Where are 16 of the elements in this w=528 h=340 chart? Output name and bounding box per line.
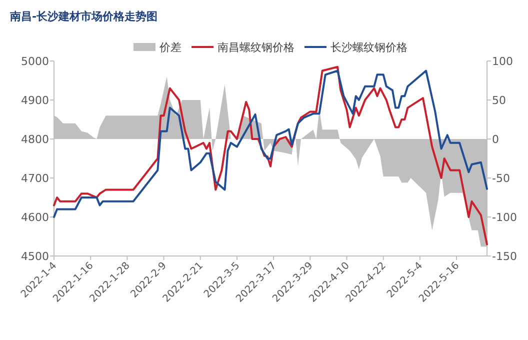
y2-tick-label: -100 bbox=[492, 211, 517, 224]
legend-label: 价差 bbox=[158, 41, 182, 54]
y-tick-label: 4700 bbox=[21, 172, 49, 185]
y-tick-label: 4600 bbox=[21, 211, 49, 224]
legend-label: 长沙螺纹钢价格 bbox=[330, 41, 408, 54]
y-tick-label: 4500 bbox=[21, 250, 49, 263]
legend-label: 南昌螺纹钢价格 bbox=[218, 41, 294, 54]
y2-tick-label: 100 bbox=[492, 55, 513, 68]
y2-tick-label: -50 bbox=[492, 172, 510, 185]
chart-title: 南昌-长沙建材市场价格走势图 bbox=[9, 10, 158, 23]
y2-tick-label: 0 bbox=[492, 133, 499, 146]
y2-tick-label: 50 bbox=[492, 94, 506, 107]
y-tick-label: 5000 bbox=[21, 55, 49, 68]
y2-tick-label: -150 bbox=[492, 250, 517, 263]
y-tick-label: 4900 bbox=[21, 94, 49, 107]
y-tick-label: 4800 bbox=[21, 133, 49, 146]
